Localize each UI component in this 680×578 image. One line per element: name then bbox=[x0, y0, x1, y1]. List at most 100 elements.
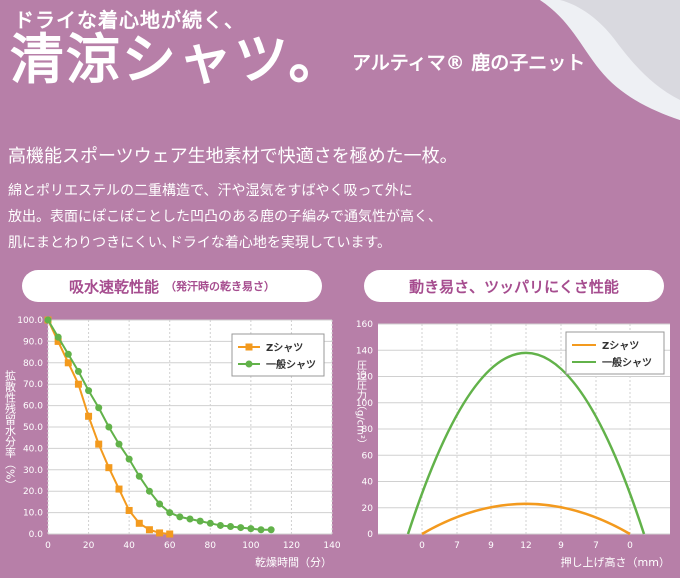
data-point bbox=[186, 515, 194, 523]
data-point bbox=[206, 519, 214, 527]
data-point bbox=[216, 521, 224, 529]
chart1-title-pill: 吸水速乾性能 （発汗時の乾き易さ） bbox=[22, 270, 322, 302]
data-point bbox=[105, 423, 113, 431]
legend-marker bbox=[245, 343, 253, 351]
data-point bbox=[196, 517, 204, 525]
data-point bbox=[95, 440, 103, 448]
y-tick-label: 10.0 bbox=[23, 509, 43, 519]
data-point bbox=[115, 485, 123, 493]
legend-label: Zシャツ bbox=[266, 342, 303, 354]
data-point bbox=[135, 519, 143, 527]
series-curve-1 bbox=[406, 351, 646, 535]
y-tick-label: 50.0 bbox=[23, 423, 43, 433]
y-tick-label: 120 bbox=[356, 373, 373, 383]
chart1-subtitle: （発汗時の乾き易さ） bbox=[165, 280, 275, 293]
x-tick-label: 140 bbox=[323, 541, 340, 551]
data-point bbox=[44, 316, 52, 324]
data-point bbox=[145, 487, 153, 495]
x-tick-label: 9 bbox=[558, 541, 564, 551]
x-tick-label: 80 bbox=[205, 541, 217, 551]
chart1-title: 吸水速乾性能 bbox=[68, 277, 159, 296]
y-tick-label: 40.0 bbox=[23, 444, 43, 454]
y-tick-label: 60 bbox=[362, 451, 374, 461]
product-name: アルティマ® 鹿の子ニット bbox=[352, 52, 586, 74]
data-point bbox=[74, 380, 82, 388]
x-tick-label: 0 bbox=[45, 541, 51, 551]
data-point bbox=[64, 350, 72, 358]
movement-chart: 0 20 40 60 80 100 120 140 160 0 7 9 12 9 7 0 押し上げ高さ（mm） 圧… bbox=[355, 320, 670, 569]
chart2-title-pill: 動き易さ、ツッパリにくさ性能 bbox=[364, 270, 664, 302]
legend-box bbox=[565, 331, 665, 375]
x-tick-label: 120 bbox=[283, 541, 300, 551]
x-tick-label: 0 bbox=[627, 541, 633, 551]
data-point bbox=[267, 526, 275, 534]
legend-box bbox=[231, 333, 325, 377]
data-point bbox=[95, 404, 103, 412]
y-tick-label: 80.0 bbox=[23, 359, 43, 369]
data-point bbox=[247, 525, 255, 533]
data-point bbox=[74, 367, 82, 375]
y-tick-label: 160 bbox=[356, 320, 373, 330]
data-point bbox=[64, 359, 72, 367]
data-point bbox=[85, 412, 93, 420]
data-point bbox=[257, 526, 265, 534]
x-tick-label: 40 bbox=[123, 541, 135, 551]
data-point bbox=[135, 472, 143, 480]
tagline: ドライな着心地が続く、 bbox=[14, 8, 245, 32]
drying-chart: 0.0 10.0 20.0 30.0 40.0 50.0 60.0 70.0 80.0 90.0 1… bbox=[4, 316, 341, 569]
y-tick-label: 20.0 bbox=[23, 487, 43, 497]
y-tick-label: 90.0 bbox=[23, 337, 43, 347]
x-tick-label: 7 bbox=[454, 541, 460, 551]
x-tick-label: 9 bbox=[488, 541, 494, 551]
subtitle: 高機能スポーツウェア生地素材で快適さを極めた一枚。 bbox=[8, 146, 458, 167]
data-point bbox=[105, 464, 113, 472]
y-tick-label: 20 bbox=[362, 504, 374, 514]
legend-label: 一般シャツ bbox=[266, 358, 316, 371]
x-axis-label: 乾燥時間（分） bbox=[255, 556, 332, 569]
x-tick-label: 20 bbox=[83, 541, 95, 551]
x-tick-label: 7 bbox=[593, 541, 599, 551]
y-tick-label: 40 bbox=[362, 478, 374, 488]
data-point bbox=[54, 333, 62, 341]
y-tick-label: 0.0 bbox=[29, 530, 44, 540]
description: 綿とポリエステルの二重構造で、汗や湿気をすばやく吸って外に 放出。表面にぽこぽこ… bbox=[8, 178, 548, 256]
chart2-title: 動き易さ、ツッパリにくさ性能 bbox=[409, 277, 619, 296]
y-tick-label: 140 bbox=[356, 346, 373, 356]
data-point bbox=[85, 387, 93, 395]
y-axis-label: 圧迫圧力（g/cm²） bbox=[355, 360, 367, 449]
data-point bbox=[237, 524, 245, 532]
legend-label: Zシャツ bbox=[602, 340, 639, 352]
fabric-curl-decoration bbox=[540, 0, 680, 120]
y-tick-label: 30.0 bbox=[23, 466, 43, 476]
x-tick-label: 60 bbox=[164, 541, 176, 551]
data-point bbox=[125, 455, 133, 463]
x-tick-label: 0 bbox=[419, 541, 425, 551]
data-point bbox=[125, 506, 133, 514]
y-tick-label: 0 bbox=[367, 530, 373, 540]
legend-label: 一般シャツ bbox=[602, 356, 652, 369]
y-tick-label: 60.0 bbox=[23, 402, 43, 412]
description-line: 綿とポリエステルの二重構造で、汗や湿気をすばやく吸って外に bbox=[8, 183, 413, 199]
data-point bbox=[176, 513, 184, 521]
data-point bbox=[145, 526, 153, 534]
legend-marker bbox=[245, 360, 253, 368]
y-tick-label: 70.0 bbox=[23, 380, 43, 390]
series-curve-0 bbox=[421, 502, 631, 536]
data-point bbox=[227, 523, 235, 531]
y-tick-label: 100 bbox=[356, 399, 373, 409]
x-tick-label: 100 bbox=[242, 541, 259, 551]
data-point bbox=[54, 337, 62, 345]
data-point bbox=[156, 500, 164, 508]
page-title: 清涼シャツ。 bbox=[10, 28, 345, 91]
y-tick-label: 100.0 bbox=[17, 316, 43, 326]
x-axis-label: 押し上げ高さ（mm） bbox=[561, 555, 670, 569]
data-point bbox=[156, 529, 164, 537]
data-point bbox=[166, 530, 174, 538]
data-point bbox=[115, 440, 123, 448]
description-line: 肌にまとわりつきにくい､ドライな着心地を実現しています。 bbox=[8, 235, 392, 251]
y-tick-label: 80 bbox=[362, 425, 374, 435]
y-axis-label: 拡散性残留水分率（%） bbox=[4, 369, 17, 491]
description-line: 放出。表面にぽこぽことした凹凸のある鹿の子編みで通気性が高く、 bbox=[8, 209, 442, 225]
x-tick-label: 12 bbox=[520, 541, 531, 551]
data-point bbox=[166, 509, 174, 517]
